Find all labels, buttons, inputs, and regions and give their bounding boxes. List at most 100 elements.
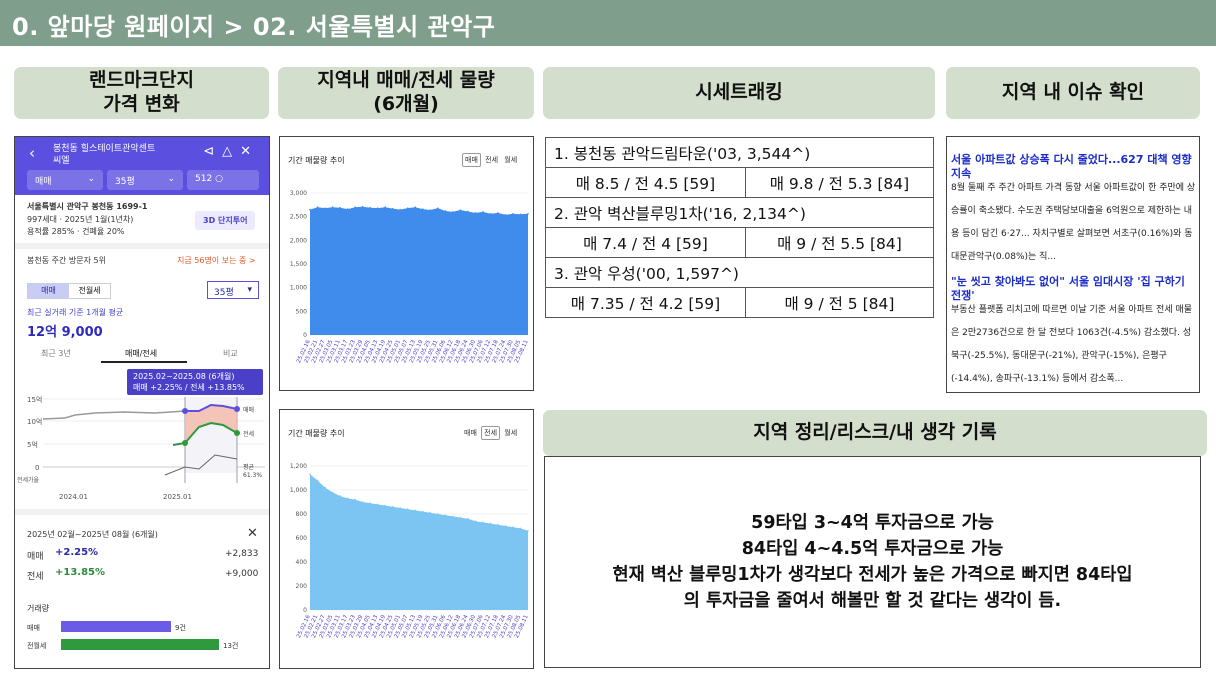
data-point: [324, 207, 326, 209]
series-label-sale: 매매: [243, 406, 254, 414]
avg-price: 12억 9,000: [27, 325, 103, 340]
complex-name-line2: 씨엘: [53, 156, 70, 166]
sale-change-label: 매매: [27, 552, 44, 562]
data-point: [391, 207, 394, 210]
data-point: [339, 495, 341, 497]
series-label-avg: 평균: [243, 463, 255, 471]
listing-count-button[interactable]: 512 ○: [187, 170, 259, 190]
y-tick-label: 1,000: [290, 285, 307, 292]
y-tick-label: 1,500: [290, 261, 307, 268]
y-tick-label: 500: [296, 308, 308, 315]
complex-name: 봉천동 힐스테이트관악센트 씨엘: [53, 143, 155, 167]
trade-rent-bar: [61, 639, 219, 650]
memo-line-3: 현재 벽산 블루밍1차가 생각보다 전세가 높은 가격으로 빠지면 84타입: [612, 565, 1133, 585]
sale-rent-toggle: 매매 전월세: [27, 283, 111, 299]
price-59: 매 8.5 / 전 4.5 [59]: [545, 167, 746, 198]
trade-volume-title: 거래량: [27, 604, 50, 613]
y-tick-label: 200: [296, 583, 308, 590]
table-row: 1. 봉천동 관악드림타운('03, 3,544^): [545, 137, 934, 168]
size-dropdown[interactable]: 35평 ▾: [207, 281, 259, 299]
data-point: [361, 205, 364, 208]
data-point: [436, 513, 439, 515]
back-icon[interactable]: ‹: [29, 144, 35, 162]
complex-title: 3. 관악 우성('00, 1,597^): [545, 257, 934, 288]
complex-ratio: 용적률 285% · 건폐율 20%: [27, 227, 125, 236]
memo-text: 59타입 3~4억 투자금으로 가능 84타입 4~4.5억 투자금으로 가능 …: [613, 510, 1133, 615]
size-value: 35평: [115, 177, 135, 187]
table-row: 3. 관악 우성('00, 1,597^): [545, 257, 934, 288]
news-body-2: 부동산 플랫폼 리치고에 따르면 이날 기준 서울 아파트 전세 매물은 2만2…: [951, 305, 1193, 384]
rent-change-label: 전세: [27, 572, 44, 582]
legend-sale[interactable]: 매매: [462, 153, 481, 167]
trade-sale-count: 9건: [175, 624, 186, 632]
legend-monthly[interactable]: 월세: [504, 156, 518, 164]
rent-end-point: [234, 430, 240, 436]
listing-count: 512: [195, 174, 213, 184]
news-body-1: 8월 둘째 주 주간 아파트 가격 동향 서울 아파트값이 한 주만에 상승률이…: [951, 183, 1196, 262]
legend-monthly[interactable]: 월세: [504, 429, 518, 437]
deal-type-select[interactable]: 매매 ⌄: [27, 170, 103, 190]
table-row: 매 7.35 / 전 4.2 [59] 매 9 / 전 5 [84]: [545, 287, 935, 318]
viewers-link[interactable]: 지금 56명이 보는 중 >: [177, 256, 256, 265]
trade-sale-label: 매매: [27, 624, 40, 632]
news-panel: 서울 아파트값 상승폭 다시 줄었다...627 대책 영향 지속 8월 둘째 …: [946, 136, 1200, 393]
data-point: [467, 210, 469, 213]
legend-sale[interactable]: 매매: [464, 429, 477, 437]
news-headline-2[interactable]: "눈 씻고 찾아봐도 없어" 서울 임대시장 '집 구하기 전쟁': [951, 275, 1185, 302]
chart-legend: 매매 전세 월세: [462, 426, 519, 440]
y-tick-label: 800: [296, 511, 308, 518]
data-point: [452, 211, 454, 213]
data-point: [376, 503, 379, 506]
data-point: [376, 207, 379, 209]
sale-volume-chart: 05001,0001,5002,0002,5003,00025.02.1625.…: [290, 190, 530, 364]
divider: [15, 243, 269, 249]
close-icon[interactable]: ✕: [240, 144, 259, 159]
share-icon[interactable]: ⊲: [203, 144, 223, 159]
data-point: [504, 213, 507, 216]
y-label-ratio: 전세가율: [17, 476, 40, 484]
bell-icon[interactable]: △: [222, 144, 241, 159]
trade-rent-count: 13건: [223, 642, 239, 650]
tab-compare[interactable]: 비교: [223, 349, 238, 358]
size-dropdown-value: 35평: [214, 288, 234, 298]
news-headline-1[interactable]: 서울 아파트값 상승폭 다시 줄었다...627 대책 영향 지속: [951, 153, 1192, 180]
data-point: [512, 213, 514, 215]
header-landmark: 랜드마크단지 가격 변화: [14, 67, 269, 119]
data-point: [354, 498, 356, 501]
complex-title: 1. 봉천동 관악드림타운('03, 3,544^): [545, 137, 934, 168]
chevron-down-icon: ⌄: [87, 174, 95, 184]
data-point: [406, 207, 409, 209]
deal-type-value: 매매: [35, 177, 52, 187]
tab-3y[interactable]: 최근 3년: [41, 349, 71, 358]
toggle-rent[interactable]: 전월세: [78, 286, 101, 295]
complex-households: 997세대 · 2025년 1월(1년차): [27, 215, 134, 224]
close-icon[interactable]: ✕: [247, 526, 258, 541]
data-point: [504, 525, 507, 527]
sale-volume-chart-panel: 기간 매물량 추이 매매 전세 월세 0 500 1,000 1,500 2,000 2,…: [279, 136, 534, 391]
complex-address: 서울특별시 관악구 봉천동 1699-1: [27, 202, 148, 211]
header-issues: 지역 내 이슈 확인: [946, 67, 1200, 119]
y-tick-label: 0: [303, 332, 307, 339]
legend-rent[interactable]: 전세: [485, 156, 499, 164]
memo-line-1: 59타입 3~4억 투자금으로 가능: [751, 512, 994, 533]
visitor-rank: 봉천동 주간 방문자 5위: [27, 256, 106, 265]
data-point: [361, 501, 364, 503]
data-point: [474, 212, 477, 214]
complex-name-line1: 봉천동 힐스테이트관악센트: [53, 144, 156, 154]
tab-sale-rent[interactable]: 매매/전세: [125, 349, 158, 358]
sale-line: [185, 403, 238, 412]
page-title: 0. 앞마당 원페이지 > 02. 서울특별시 관악구: [12, 13, 496, 41]
search-icon: ○: [215, 174, 223, 184]
header-volume: 지역내 매매/전세 물량 (6개월): [278, 67, 534, 119]
data-point: [331, 206, 334, 208]
legend-rent[interactable]: 전세: [481, 426, 501, 440]
divider: [15, 509, 269, 515]
toggle-sale[interactable]: 매매: [28, 284, 69, 298]
data-point: [429, 512, 432, 514]
3d-tour-button[interactable]: 3D 단지투어: [195, 211, 256, 230]
data-point: [527, 530, 529, 532]
data-point: [519, 213, 522, 216]
data-point: [414, 509, 417, 512]
size-select[interactable]: 35평 ⌄: [107, 170, 183, 190]
data-point: [324, 486, 326, 489]
